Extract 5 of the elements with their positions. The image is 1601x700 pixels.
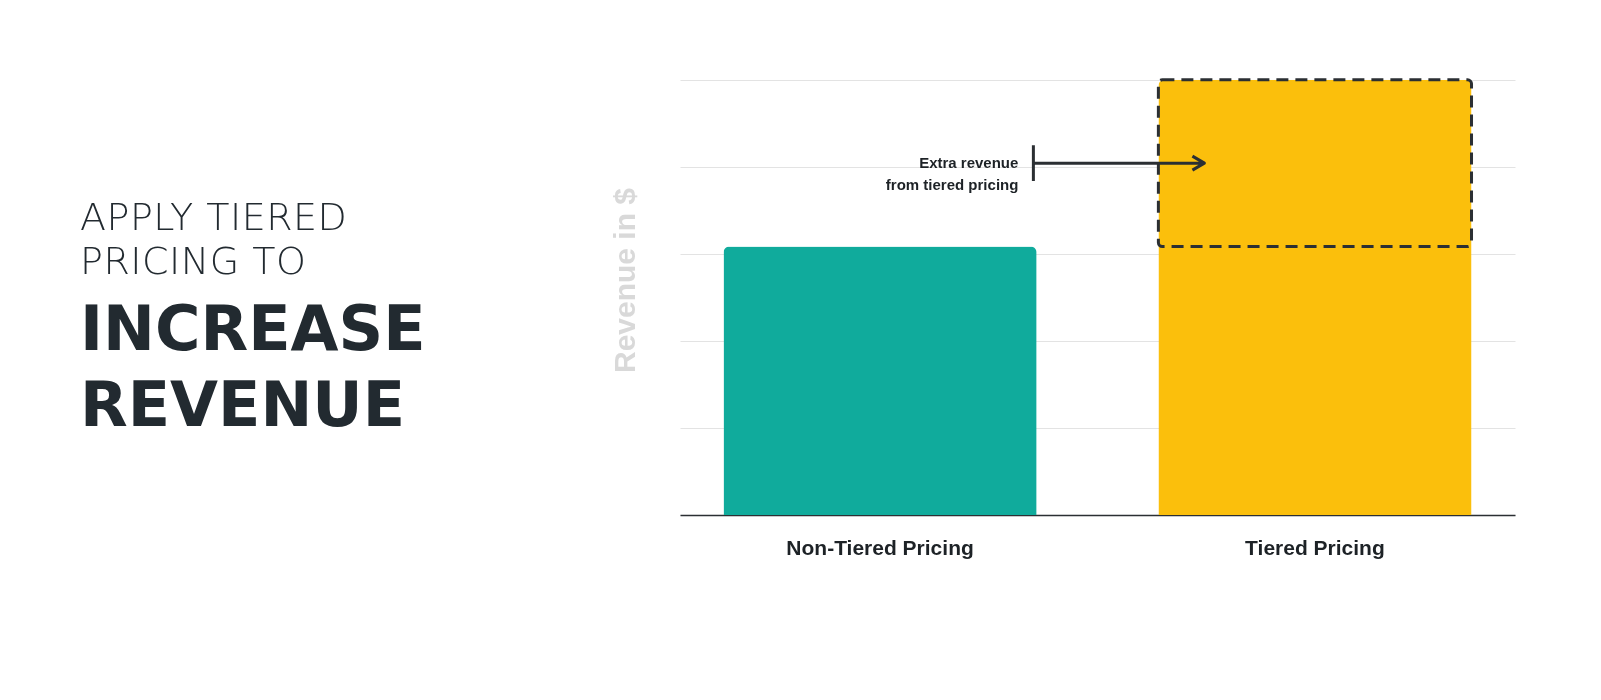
x-tick-label: Tiered Pricing [1245, 535, 1385, 559]
text: APPLY TIERED PRICING TO [80, 195, 349, 283]
annotation: Extra revenue from tiered pricing [885, 154, 1019, 194]
x-tick-label: Non-Tiered Pricing [786, 535, 974, 559]
text: INCREASE REVENUE [80, 291, 427, 443]
